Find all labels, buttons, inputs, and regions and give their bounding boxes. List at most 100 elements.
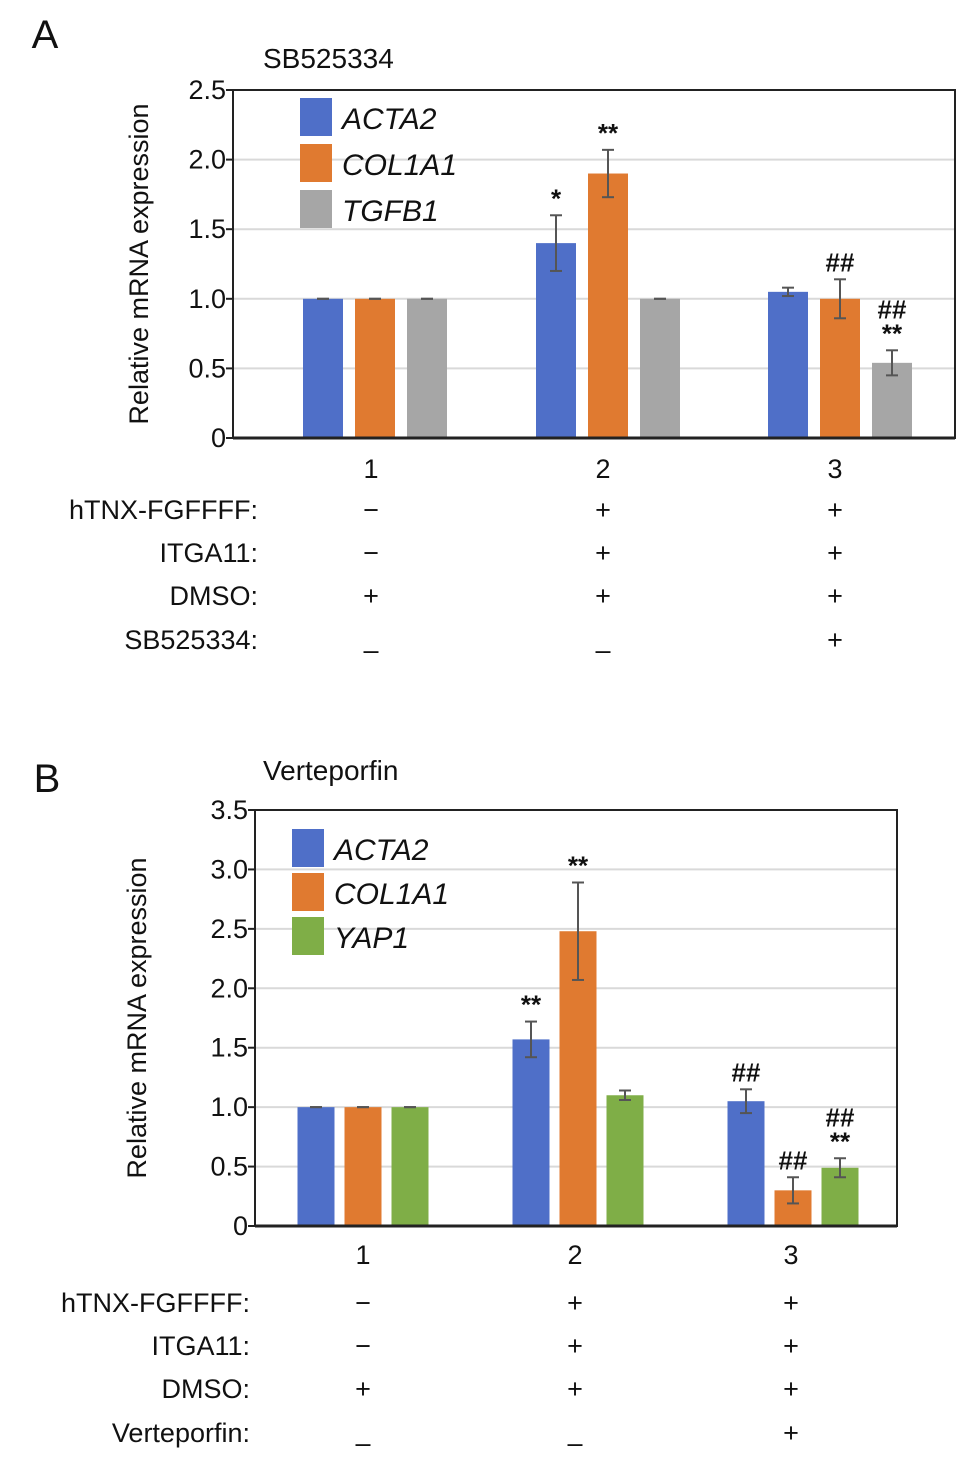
- legend-label: COL1A1: [334, 878, 449, 911]
- legend-label: TGFB1: [342, 195, 439, 228]
- y-tick-label: 0: [233, 1211, 248, 1241]
- significance-text: **: [568, 851, 589, 881]
- condition-value: +: [595, 538, 611, 568]
- y-tick-label: 2.5: [210, 914, 248, 944]
- y-tick-label: 1.5: [210, 1033, 248, 1063]
- bar-col1a1-1: [355, 298, 395, 438]
- condition-value: +: [595, 581, 611, 611]
- condition-value: +: [827, 581, 843, 611]
- y-tick-label: 2.0: [210, 973, 248, 1003]
- condition-label: DMSO:: [161, 1374, 250, 1404]
- condition-value: +: [827, 495, 843, 525]
- condition-value: +: [363, 581, 379, 611]
- condition-value: +: [783, 1288, 799, 1318]
- significance-text: **: [882, 318, 903, 348]
- condition-value: +: [783, 1418, 799, 1448]
- x-tick-label: 1: [363, 454, 378, 484]
- significance-marker: **: [521, 990, 542, 1020]
- significance-text: ##: [878, 294, 907, 324]
- legend-swatch-yap1: [292, 917, 324, 955]
- significance-marker: **: [598, 118, 619, 148]
- bar-col1a1-1: [344, 1107, 382, 1226]
- condition-value: –: [363, 635, 378, 665]
- y-tick-label: 1.0: [210, 1092, 248, 1122]
- panel-A: A SB525334 Relative mRNA expression 0 0.5 1.0…: [32, 13, 956, 665]
- y-axis-label: Relative mRNA expression: [124, 103, 154, 424]
- significance-text: **: [598, 118, 619, 148]
- y-tick-label: 0: [211, 423, 226, 453]
- bar-tgfb1-2: [640, 298, 680, 438]
- legend-swatch-col1a1: [300, 144, 332, 182]
- condition-value: −: [355, 1288, 371, 1318]
- x-tick-label: 2: [595, 454, 610, 484]
- condition-value: –: [595, 635, 610, 665]
- legend-label: YAP1: [334, 922, 409, 955]
- condition-value: +: [827, 538, 843, 568]
- significance-text: *: [551, 183, 562, 213]
- bar-acta2-3: [768, 291, 808, 438]
- legend-swatch-acta2: [300, 98, 332, 136]
- condition-value: −: [363, 538, 379, 568]
- y-tick-label: 1.0: [188, 284, 226, 314]
- significance-marker: **: [568, 851, 589, 881]
- significance-text: ##: [826, 1102, 855, 1132]
- significance-marker: ##: [779, 1145, 808, 1175]
- legend-label: ACTA2: [332, 834, 429, 867]
- legend-swatch-col1a1: [292, 873, 324, 911]
- x-tick-label: 2: [567, 1240, 582, 1270]
- significance-text: ##: [732, 1057, 761, 1087]
- bar-col1a1-3: [820, 298, 860, 438]
- condition-label: hTNX-FGFFFF:: [61, 1288, 250, 1318]
- condition-value: +: [567, 1374, 583, 1404]
- bar-acta2-3: [727, 1101, 765, 1226]
- panel-B: B Verteporfin Relative mRNA expression 0 0.5…: [34, 755, 898, 1458]
- condition-label: hTNX-FGFFFF:: [69, 495, 258, 525]
- condition-label: SB525334:: [124, 625, 258, 655]
- y-tick-label: 1.5: [188, 214, 226, 244]
- y-tick-label: 3.5: [210, 795, 248, 825]
- significance-marker: ##: [732, 1057, 761, 1087]
- legend-swatch-tgfb1: [300, 190, 332, 228]
- bar-yap1-2: [606, 1095, 644, 1226]
- y-tick-label: 0.5: [210, 1152, 248, 1182]
- significance-text: ##: [826, 247, 855, 277]
- significance-text: **: [521, 990, 542, 1020]
- bar-acta2-2: [512, 1039, 550, 1226]
- condition-value: –: [355, 1428, 370, 1458]
- y-tick-label: 3.0: [210, 854, 248, 884]
- chart-title: SB525334: [263, 43, 394, 74]
- panel-label: B: [34, 757, 61, 801]
- condition-value: +: [783, 1331, 799, 1361]
- legend-swatch-acta2: [292, 829, 324, 867]
- y-tick-label: 2.5: [188, 75, 226, 105]
- legend-label: ACTA2: [340, 103, 437, 136]
- condition-value: +: [567, 1331, 583, 1361]
- condition-value: –: [567, 1428, 582, 1458]
- y-axis-label: Relative mRNA expression: [122, 857, 152, 1178]
- condition-label: DMSO:: [169, 581, 258, 611]
- condition-value: +: [355, 1374, 371, 1404]
- y-tick-label: 0.5: [188, 353, 226, 383]
- significance-marker: ## **: [826, 1102, 855, 1156]
- condition-label: ITGA11:: [159, 538, 258, 568]
- panel-label: A: [32, 13, 59, 57]
- bar-acta2-2: [536, 243, 576, 438]
- x-tick-label: 1: [355, 1240, 370, 1270]
- condition-value: +: [783, 1374, 799, 1404]
- significance-text: **: [830, 1126, 851, 1156]
- y-tick-label: 2.0: [188, 145, 226, 175]
- bar-tgfb1-1: [407, 298, 447, 438]
- legend-label: COL1A1: [342, 149, 457, 182]
- condition-label: Verteporfin:: [112, 1418, 250, 1448]
- condition-value: +: [567, 1288, 583, 1318]
- condition-label: ITGA11:: [151, 1331, 250, 1361]
- significance-marker: ##: [826, 247, 855, 277]
- condition-value: +: [595, 495, 611, 525]
- condition-value: −: [355, 1331, 371, 1361]
- x-tick-label: 3: [783, 1240, 798, 1270]
- chart-title: Verteporfin: [263, 755, 398, 786]
- bar-acta2-1: [303, 298, 343, 438]
- significance-marker: *: [551, 183, 562, 213]
- significance-text: ##: [779, 1145, 808, 1175]
